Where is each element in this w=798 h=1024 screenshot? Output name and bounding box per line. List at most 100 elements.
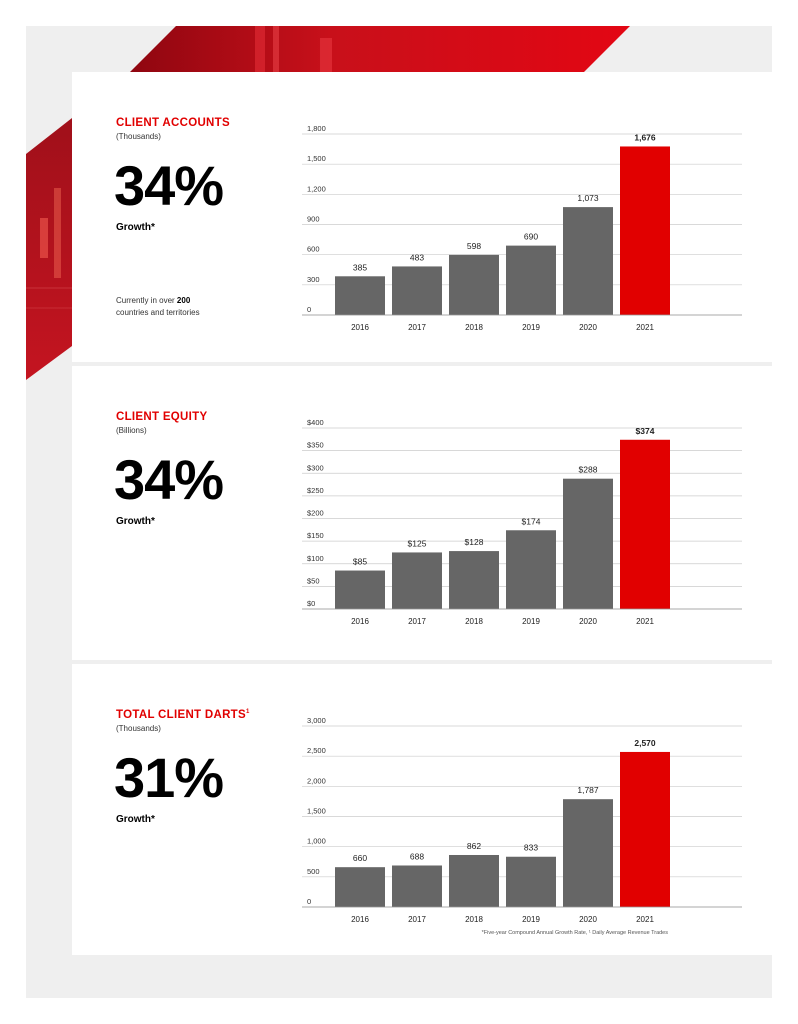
bar-2017: [392, 266, 442, 315]
y-tick-label: 0: [307, 897, 311, 906]
growth-percentage: 34%: [114, 448, 224, 511]
bar-2016: [335, 867, 385, 907]
bar-2017: [392, 552, 442, 609]
y-tick-label: 2,000: [307, 776, 326, 785]
x-tick-label: 2018: [465, 617, 483, 626]
data-label: $174: [522, 516, 541, 526]
x-tick-label: 2018: [465, 323, 483, 332]
data-label: 690: [524, 232, 538, 242]
title-superscript: 1: [245, 709, 250, 716]
y-tick-label: 0: [307, 305, 311, 314]
bar-2020: [563, 799, 613, 907]
data-label: $374: [636, 426, 655, 436]
client-accounts-chart: 0 300 600 900 1,200 1,500 1,800 385 2016 483 2017 5…: [302, 124, 742, 332]
data-label: 862: [467, 841, 481, 851]
bar-2019: [506, 245, 556, 315]
y-tick-label: $350: [307, 441, 324, 450]
x-tick-label: 2017: [408, 617, 426, 626]
y-tick-label: 3,000: [307, 716, 326, 725]
section-title: TOTAL CLIENT DARTS1: [116, 709, 250, 721]
data-label: 660: [353, 853, 367, 863]
bar-2016: [335, 276, 385, 315]
y-tick-label: 1,500: [307, 807, 326, 816]
y-tick-label: $300: [307, 463, 324, 472]
y-tick-label: $50: [307, 576, 320, 585]
y-tick-label: $100: [307, 554, 324, 563]
bar-2019: [506, 530, 556, 609]
x-tick-label: 2021: [636, 323, 654, 332]
data-label: 1,787: [577, 785, 599, 795]
x-tick-label: 2019: [522, 323, 540, 332]
x-tick-label: 2019: [522, 617, 540, 626]
section-title: CLIENT ACCOUNTS: [116, 117, 230, 129]
growth-percentage: 31%: [114, 746, 224, 809]
bar-2021: [620, 439, 670, 609]
total-client-darts-panel: TOTAL CLIENT DARTS1 (Thousands) 31% Grow…: [72, 664, 772, 955]
data-label: 688: [410, 851, 424, 861]
bar-2017: [392, 865, 442, 907]
y-tick-label: 1,800: [307, 124, 326, 133]
bar-2021: [620, 146, 670, 315]
data-label: $128: [465, 537, 484, 547]
y-tick-label: $200: [307, 509, 324, 518]
data-label: 2,570: [634, 738, 656, 748]
countries-note: Currently in over 200 countries and terr…: [116, 296, 200, 317]
growth-percentage: 34%: [114, 154, 224, 217]
bar-2018: [449, 551, 499, 609]
data-label: 385: [353, 262, 367, 272]
data-label: $85: [353, 557, 367, 567]
data-label: 483: [410, 252, 424, 262]
data-label: $288: [579, 465, 598, 475]
y-tick-label: $400: [307, 418, 324, 427]
x-tick-label: 2019: [522, 915, 540, 924]
client-equity-chart: $0 $50 $100 $150 $200 $250 $300 $350 $400 $85 2016…: [302, 418, 742, 626]
section-unit: (Billions): [116, 426, 147, 435]
bar-2020: [563, 207, 613, 315]
bar-2018: [449, 254, 499, 315]
y-tick-label: $250: [307, 486, 324, 495]
y-tick-label: $0: [307, 599, 315, 608]
data-label: 1,676: [634, 132, 656, 142]
section-title: CLIENT EQUITY: [116, 411, 208, 423]
bar-2018: [449, 854, 499, 907]
x-tick-label: 2016: [351, 617, 369, 626]
x-tick-label: 2020: [579, 915, 597, 924]
data-label: 1,073: [577, 193, 599, 203]
x-tick-label: 2018: [465, 915, 483, 924]
y-tick-label: 900: [307, 215, 320, 224]
y-tick-label: 1,200: [307, 184, 326, 193]
growth-label: Growth*: [116, 222, 155, 233]
y-tick-label: 600: [307, 245, 320, 254]
growth-label: Growth*: [116, 516, 155, 527]
x-tick-label: 2017: [408, 915, 426, 924]
bar-2016: [335, 570, 385, 609]
x-tick-label: 2017: [408, 323, 426, 332]
total-client-darts-chart: 0 500 1,000 1,500 2,000 2,500 3,000 660 2016 688 2…: [302, 716, 742, 924]
x-tick-label: 2020: [579, 617, 597, 626]
x-tick-label: 2016: [351, 915, 369, 924]
y-tick-label: 1,000: [307, 837, 326, 846]
y-tick-label: 2,500: [307, 746, 326, 755]
x-tick-label: 2020: [579, 323, 597, 332]
data-label: 833: [524, 843, 538, 853]
x-tick-label: 2021: [636, 915, 654, 924]
client-equity-panel: CLIENT EQUITY (Billions) 34% Growth* $0 $…: [72, 366, 772, 660]
data-label: $125: [408, 538, 427, 548]
bar-2020: [563, 478, 613, 609]
bar-2021: [620, 751, 670, 907]
y-tick-label: $150: [307, 531, 324, 540]
y-tick-label: 300: [307, 275, 320, 284]
growth-label: Growth*: [116, 814, 155, 825]
section-unit: (Thousands): [116, 132, 161, 141]
data-label: 598: [467, 241, 481, 251]
footnote: *Five-year Compound Annual Growth Rate, …: [481, 930, 668, 936]
x-tick-label: 2016: [351, 323, 369, 332]
section-unit: (Thousands): [116, 724, 161, 733]
bar-2019: [506, 856, 556, 907]
client-accounts-panel: CLIENT ACCOUNTS (Thousands) 34% Growth* …: [72, 72, 772, 362]
x-tick-label: 2021: [636, 617, 654, 626]
decorative-red-banner-left: [26, 118, 72, 380]
decorative-red-banner-top: [130, 26, 630, 72]
y-tick-label: 1,500: [307, 154, 326, 163]
y-tick-label: 500: [307, 867, 320, 876]
